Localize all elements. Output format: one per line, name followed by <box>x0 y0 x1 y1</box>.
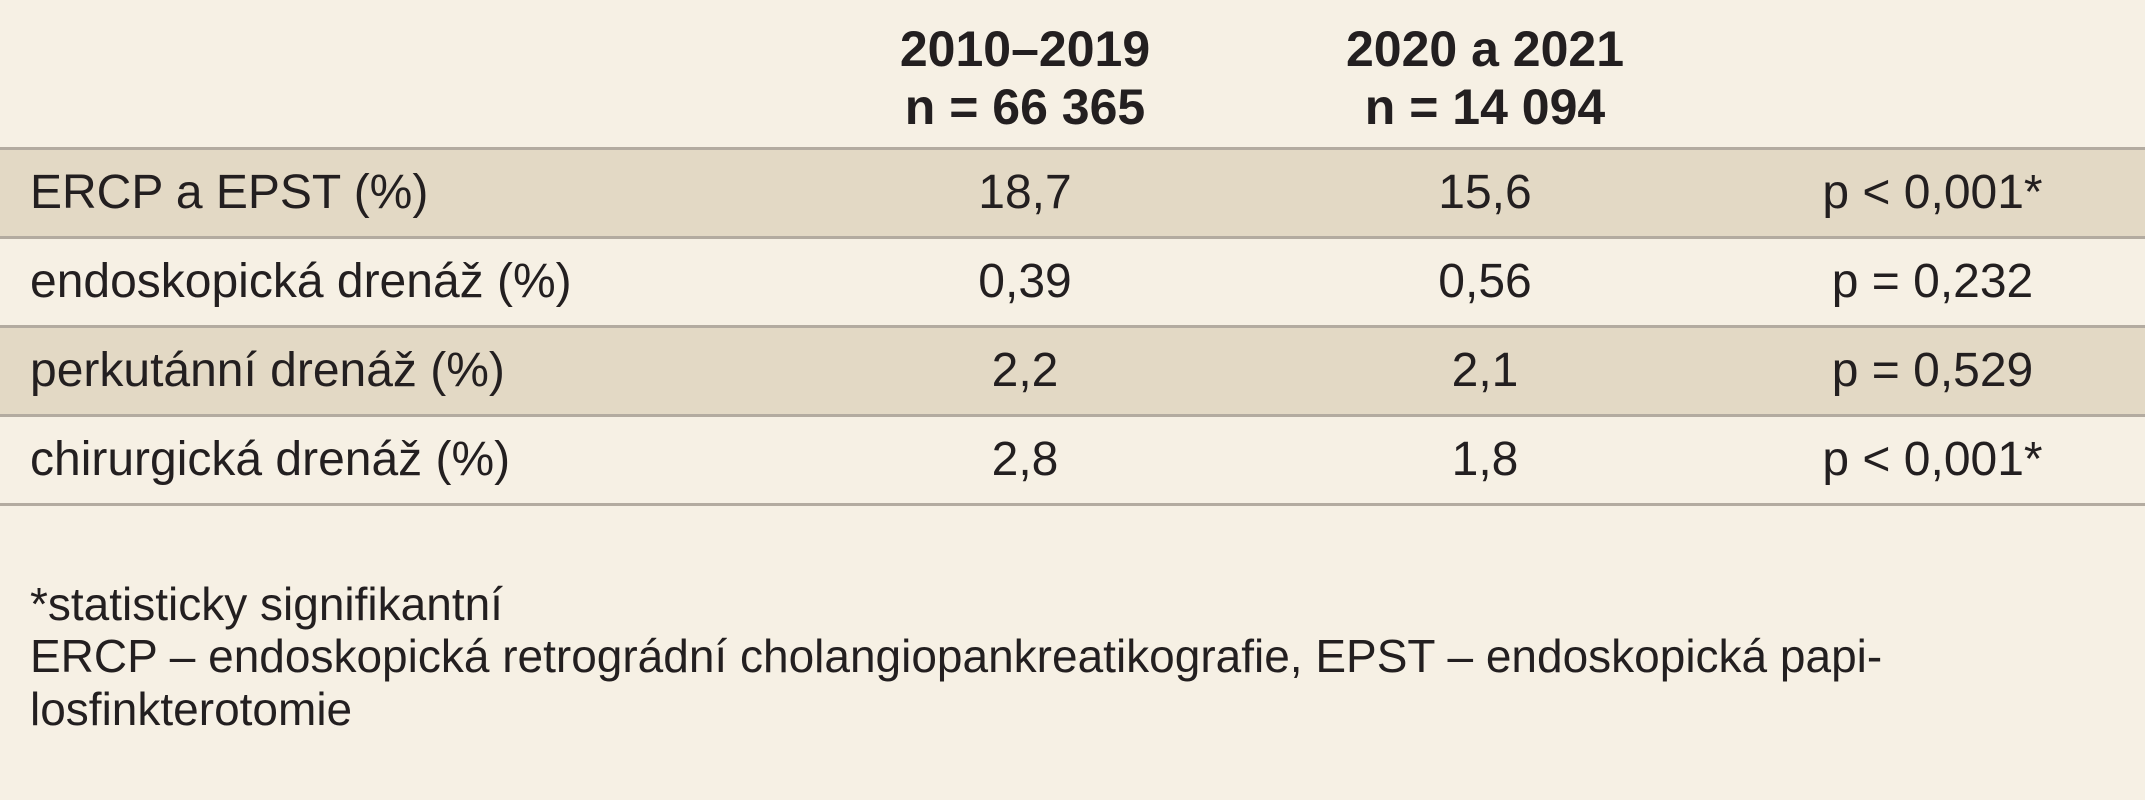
table-row: perkutánní drenáž (%) 2,2 2,1 p = 0,529 <box>0 326 2145 415</box>
table-row: endoskopická drenáž (%) 0,39 0,56 p = 0,… <box>0 237 2145 326</box>
header-sample-size: n = 66 365 <box>904 79 1146 136</box>
p-value: p = 0,529 <box>1831 344 2034 397</box>
header-period-2010-2019: 2010–2019 n = 66 365 <box>800 0 1250 148</box>
abbreviation-note-line-1: ERCP – endoskopická retrográdní cholangi… <box>30 630 1883 683</box>
p-value: p < 0,001* <box>1822 433 2043 486</box>
p-value: p < 0,001* <box>1822 166 2043 219</box>
value-2020-2021: 0,56 <box>1438 255 1532 308</box>
header-period-label: 2020 a 2021 <box>1345 21 1625 78</box>
value-2020-2021: 2,1 <box>1451 344 1519 397</box>
header-row: 2010–2019 n = 66 365 2020 a 2021 n = 14 … <box>0 0 2145 148</box>
table-body: ERCP a EPST (%) 18,7 15,6 p < 0,001* end… <box>0 148 2145 504</box>
table-row: ERCP a EPST (%) 18,7 15,6 p < 0,001* <box>0 148 2145 237</box>
significance-note: *statisticky signifikantní <box>30 578 503 630</box>
value-2010-2019: 18,7 <box>978 166 1072 219</box>
table-row: chirurgická drenáž (%) 2,8 1,8 p < 0,001… <box>0 415 2145 504</box>
row-label: ERCP a EPST (%) <box>30 166 429 219</box>
row-label: chirurgická drenáž (%) <box>30 433 511 486</box>
header-period-label: 2010–2019 <box>899 21 1151 78</box>
value-2020-2021: 15,6 <box>1438 166 1532 219</box>
p-value: p = 0,232 <box>1831 255 2034 308</box>
value-2010-2019: 2,8 <box>991 433 1059 486</box>
header-empty-p-cell <box>1720 0 2145 148</box>
value-2020-2021: 1,8 <box>1451 433 1519 486</box>
table-footnotes: *statisticky signifikantní ERCP – endosk… <box>30 578 2120 735</box>
header-sample-size: n = 14 094 <box>1364 79 1606 136</box>
table-header: 2010–2019 n = 66 365 2020 a 2021 n = 14 … <box>0 0 2145 148</box>
row-label: perkutánní drenáž (%) <box>30 344 505 397</box>
value-2010-2019: 0,39 <box>978 255 1072 308</box>
abbreviation-note-line-2: losfinkterotomie <box>30 682 353 735</box>
header-empty-label-cell <box>0 0 800 148</box>
header-period-2020-2021: 2020 a 2021 n = 14 094 <box>1250 0 1720 148</box>
results-table: 2010–2019 n = 66 365 2020 a 2021 n = 14 … <box>0 0 2145 504</box>
row-label: endoskopická drenáž (%) <box>30 255 572 308</box>
value-2010-2019: 2,2 <box>991 344 1059 397</box>
